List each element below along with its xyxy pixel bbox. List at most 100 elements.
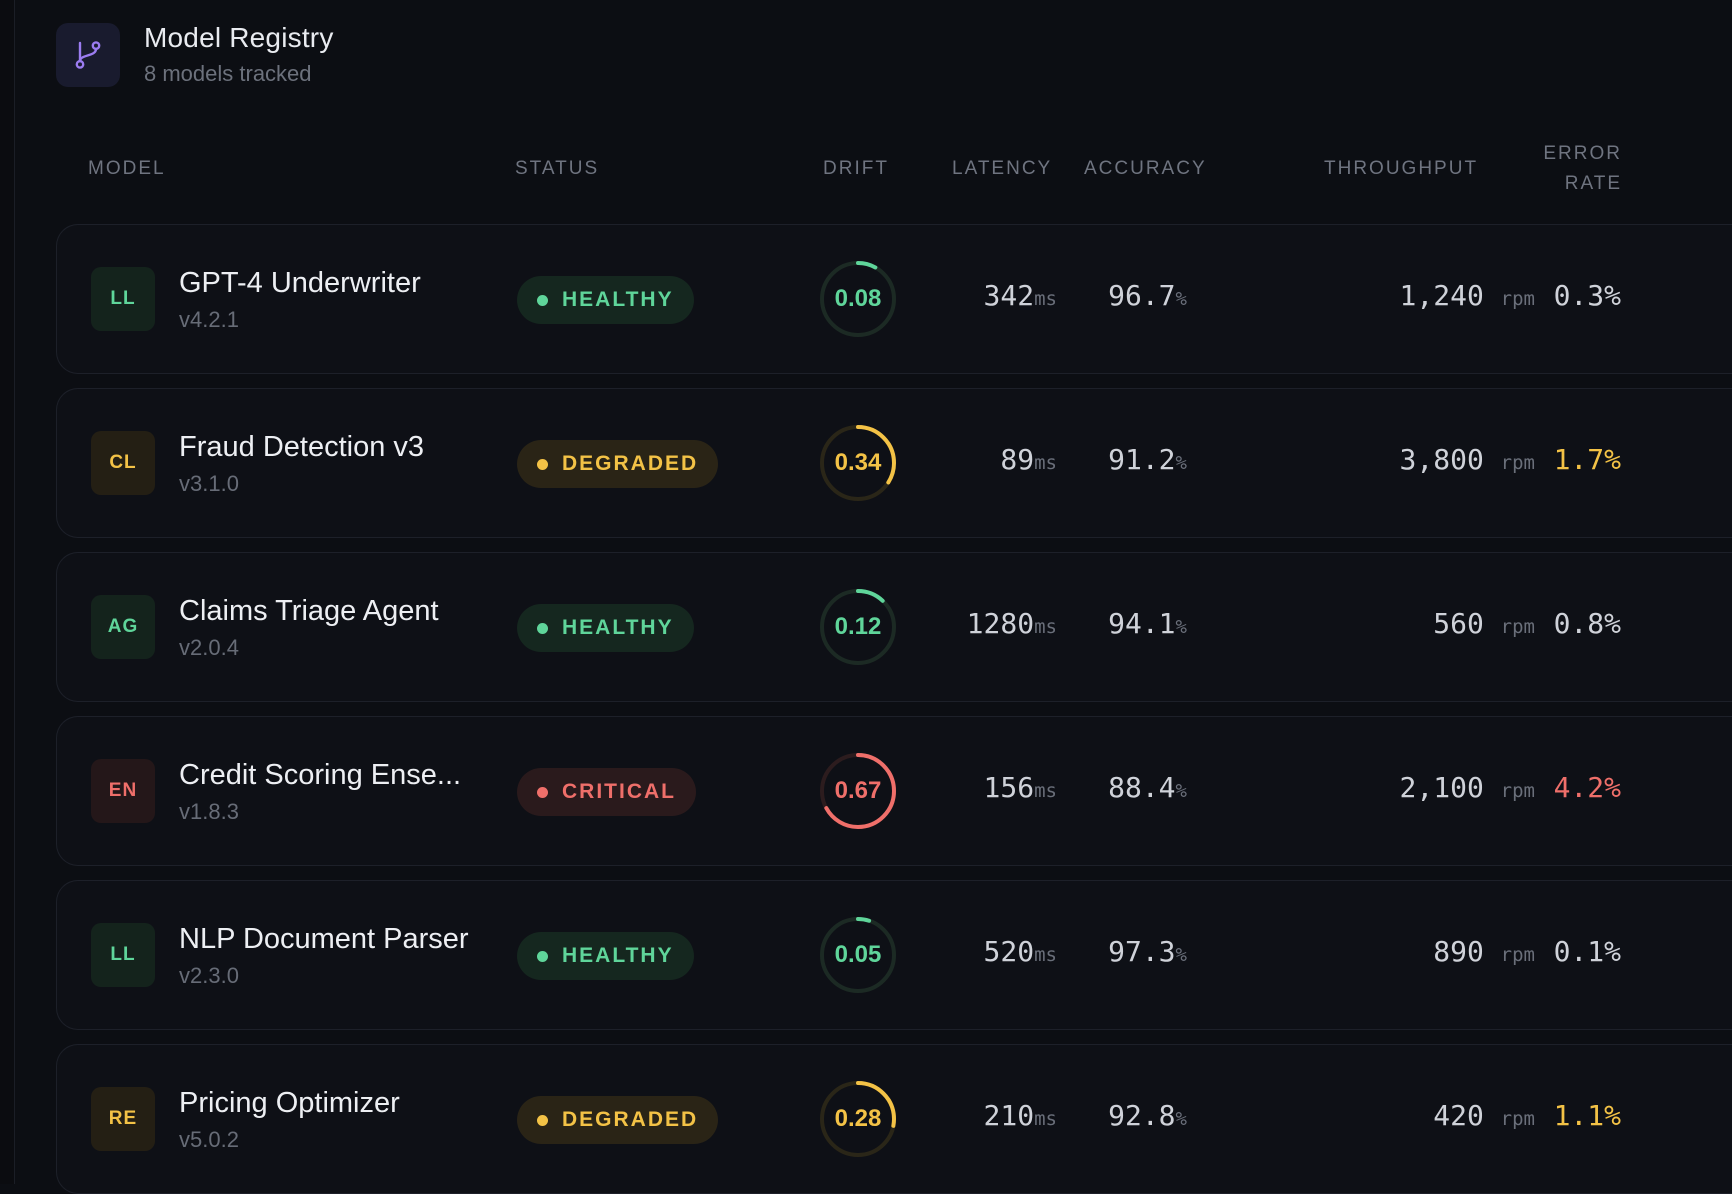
model-avatar: LL bbox=[91, 923, 155, 987]
model-version: v1.8.3 bbox=[179, 799, 239, 824]
model-avatar: RE bbox=[91, 1087, 155, 1151]
latency-value: 520 bbox=[983, 935, 1035, 968]
drift-value: 0.67 bbox=[834, 777, 882, 804]
drift-arc bbox=[820, 589, 896, 665]
table-row[interactable]: LL GPT-4 Underwriter v4.2.1 HEALTHY 0.08… bbox=[56, 224, 1732, 374]
accuracy-cell: 97.3% bbox=[977, 935, 1187, 968]
table-row[interactable]: RE Pricing Optimizer v5.0.2 DEGRADED 0.2… bbox=[56, 1044, 1732, 1194]
throughput-value: 3,800 bbox=[1399, 443, 1484, 476]
error-rate-value: 4.2% bbox=[1553, 771, 1621, 804]
table-row[interactable]: AG Claims Triage Agent v2.0.4 HEALTHY 0.… bbox=[56, 552, 1732, 702]
column-header-accuracy[interactable]: ACCURACY bbox=[1084, 158, 1207, 179]
drift-ring bbox=[820, 1081, 896, 1157]
throughput-cell: 1,240 rpm bbox=[1237, 279, 1535, 312]
drift-gauge: 0.05 bbox=[814, 911, 902, 999]
drift-arc bbox=[820, 425, 896, 501]
latency-unit: ms bbox=[1034, 616, 1057, 638]
column-header-drift[interactable]: DRIFT bbox=[823, 158, 889, 179]
model-name[interactable]: Claims Triage Agent bbox=[179, 595, 439, 627]
accuracy-unit: % bbox=[1175, 288, 1187, 310]
latency-value: 210 bbox=[983, 1099, 1035, 1132]
model-name[interactable]: Pricing Optimizer bbox=[179, 1087, 400, 1119]
models-count: 8 models tracked bbox=[144, 61, 312, 86]
model-name[interactable]: Credit Scoring Ense... bbox=[179, 759, 462, 791]
error-rate-value: 1.7% bbox=[1553, 443, 1621, 476]
model-name[interactable]: Fraud Detection v3 bbox=[179, 431, 425, 463]
model-avatar: LL bbox=[91, 267, 155, 331]
drift-value: 0.34 bbox=[834, 449, 882, 476]
drift-arc bbox=[820, 1081, 896, 1157]
drift-gauge: 0.12 bbox=[814, 583, 902, 671]
accuracy-value: 94.1 bbox=[1108, 607, 1176, 640]
status-dot-icon bbox=[537, 622, 548, 634]
drift-ring bbox=[820, 917, 896, 993]
drift-ring bbox=[820, 753, 896, 829]
latency-value: 342 bbox=[983, 279, 1035, 312]
column-header-error-rate-line2: RATE bbox=[1564, 173, 1622, 194]
drift-ring bbox=[820, 261, 896, 337]
model-version: v3.1.0 bbox=[179, 471, 239, 496]
table-row[interactable]: CL Fraud Detection v3 v3.1.0 DEGRADED 0.… bbox=[56, 388, 1732, 538]
model-name[interactable]: GPT-4 Underwriter bbox=[179, 267, 421, 299]
model-version: v4.2.1 bbox=[179, 307, 239, 332]
latency-unit: ms bbox=[1034, 1108, 1057, 1130]
status-dot-icon bbox=[537, 458, 548, 470]
status-label: HEALTHY bbox=[562, 616, 674, 639]
column-header-error-rate[interactable]: ERROR RATE bbox=[1543, 139, 1622, 199]
accuracy-cell: 96.7% bbox=[977, 279, 1187, 312]
throughput-cell: 420 rpm bbox=[1237, 1099, 1535, 1132]
latency-cell: 1280ms bbox=[847, 607, 1057, 640]
accuracy-value: 96.7 bbox=[1108, 279, 1176, 312]
drift-arc bbox=[820, 753, 896, 829]
drift-ring bbox=[820, 589, 896, 665]
latency-unit: ms bbox=[1034, 288, 1057, 310]
accuracy-value: 88.4 bbox=[1108, 771, 1176, 804]
error-rate-value: 0.3% bbox=[1553, 279, 1621, 312]
column-header-status[interactable]: STATUS bbox=[515, 158, 600, 179]
status-badge: CRITICAL bbox=[517, 768, 696, 816]
drift-arc bbox=[820, 261, 896, 337]
latency-cell: 342ms bbox=[847, 279, 1057, 312]
latency-unit: ms bbox=[1034, 452, 1057, 474]
model-version: v2.3.0 bbox=[179, 963, 239, 988]
model-avatar: AG bbox=[91, 595, 155, 659]
status-badge: DEGRADED bbox=[517, 1096, 719, 1144]
drift-value: 0.08 bbox=[834, 285, 882, 312]
accuracy-value: 91.2 bbox=[1108, 443, 1176, 476]
drift-value: 0.12 bbox=[834, 613, 882, 640]
throughput-value: 420 bbox=[1433, 1099, 1484, 1132]
column-header-latency[interactable]: LATENCY bbox=[952, 158, 1053, 179]
column-header-throughput[interactable]: THROUGHPUT bbox=[1324, 158, 1479, 179]
drift-gauge: 0.08 bbox=[814, 255, 902, 343]
accuracy-value: 92.8 bbox=[1108, 1099, 1176, 1132]
column-header-model[interactable]: MODEL bbox=[88, 158, 166, 179]
drift-gauge: 0.34 bbox=[814, 419, 902, 507]
status-label: DEGRADED bbox=[562, 1108, 699, 1131]
status-label: CRITICAL bbox=[562, 780, 676, 803]
model-version: v2.0.4 bbox=[179, 635, 239, 660]
latency-value: 156 bbox=[983, 771, 1035, 804]
table-row[interactable]: LL NLP Document Parser v2.3.0 HEALTHY 0.… bbox=[56, 880, 1732, 1030]
table-row[interactable]: EN Credit Scoring Ense... v1.8.3 CRITICA… bbox=[56, 716, 1732, 866]
throughput-unit: rpm bbox=[1500, 616, 1535, 638]
model-name[interactable]: NLP Document Parser bbox=[179, 923, 469, 955]
left-rail bbox=[0, 0, 15, 1184]
registry-header: Model Registry 8 models tracked bbox=[56, 22, 334, 88]
status-dot-icon bbox=[537, 950, 548, 962]
accuracy-cell: 88.4% bbox=[977, 771, 1187, 804]
throughput-value: 2,100 bbox=[1399, 771, 1484, 804]
status-dot-icon bbox=[537, 1114, 548, 1126]
status-badge: HEALTHY bbox=[517, 604, 694, 652]
status-dot-icon bbox=[537, 294, 548, 306]
latency-unit: ms bbox=[1034, 780, 1057, 802]
drift-value: 0.28 bbox=[834, 1105, 882, 1132]
status-dot-icon bbox=[537, 786, 548, 798]
error-rate-value: 1.1% bbox=[1553, 1099, 1621, 1132]
accuracy-unit: % bbox=[1175, 944, 1187, 966]
page-title: Model Registry bbox=[144, 22, 334, 53]
status-badge: DEGRADED bbox=[517, 440, 719, 488]
status-label: DEGRADED bbox=[562, 452, 699, 475]
model-avatar: EN bbox=[91, 759, 155, 823]
latency-unit: ms bbox=[1034, 944, 1057, 966]
throughput-cell: 560 rpm bbox=[1237, 607, 1535, 640]
